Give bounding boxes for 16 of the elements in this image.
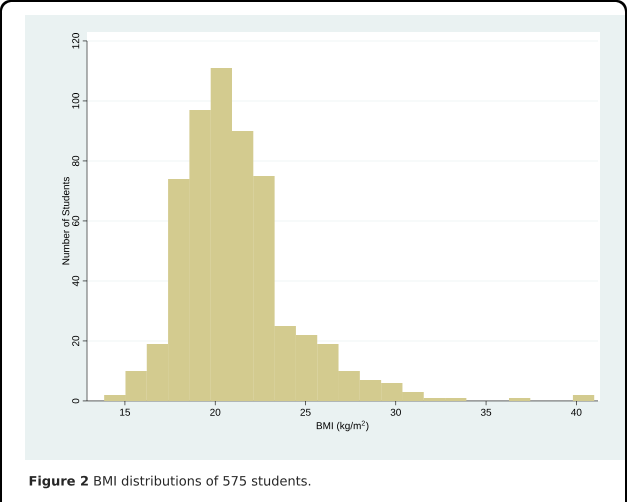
y-tick-label: 0: [72, 398, 80, 404]
y-tick-label: 20: [72, 336, 80, 346]
x-tick-label: 40: [571, 408, 582, 416]
x-tick-label: 25: [300, 408, 311, 416]
y-tick-label: 120: [72, 33, 80, 49]
y-tick-label: 80: [72, 156, 80, 166]
text: Figure 2 BMI distributions of 575 students.: [30, 476, 310, 488]
x-axis-title: BMI (kg/m$^{2}$): [316, 420, 368, 432]
x-tick-label: 20: [210, 408, 220, 416]
y-tick-label: 60: [72, 216, 80, 226]
x-tick-label: 35: [480, 408, 492, 416]
y-tick-label: 100: [72, 93, 80, 109]
y-tick-label: 40: [72, 276, 80, 286]
x-tick-label: 30: [390, 408, 401, 416]
x-tick-label: 15: [120, 408, 130, 416]
y-axis-title: Number of Students: [62, 177, 70, 264]
